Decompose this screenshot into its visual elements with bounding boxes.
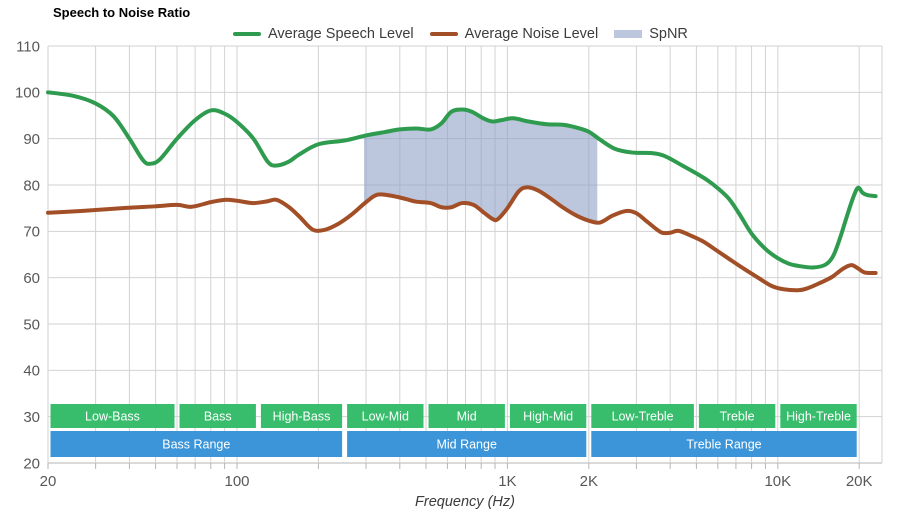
y-tick-label-30: 30 (23, 409, 40, 426)
range-mid-range (347, 431, 587, 457)
spnr-region (363, 109, 598, 223)
x-tick-label-10K: 10K (764, 473, 791, 490)
band-label-low-treble: Low-Treble (612, 410, 674, 424)
y-tick-label-70: 70 (23, 224, 40, 241)
band-high-mid (509, 404, 587, 428)
noise-line-swatch (429, 32, 458, 36)
band-bass (179, 404, 256, 428)
band-low-bass (50, 404, 175, 428)
y-tick-label-20: 20 (23, 455, 40, 472)
band-label-high-bass: High-Bass (273, 410, 331, 424)
band-label-high-treble: High-Treble (786, 410, 851, 424)
y-tick-label-80: 80 (23, 177, 40, 194)
y-tick-label-40: 40 (23, 363, 40, 380)
band-low-mid (347, 404, 424, 428)
band-label-treble: Treble (720, 410, 755, 424)
noise-level-line (46, 185, 878, 293)
y-tick-label-60: 60 (23, 270, 40, 287)
band-high-bass (260, 404, 343, 428)
range-treble-range (591, 431, 857, 457)
x-tick-label-100: 100 (224, 473, 249, 490)
spnr-fill-swatch (614, 30, 643, 38)
legend-item-noise[interactable]: Average Noise Level (429, 26, 599, 42)
band-label-mid: Mid (457, 410, 477, 424)
range-label-mid-range: Mid Range (436, 438, 496, 452)
range-label-bass-range: Bass Range (162, 438, 230, 452)
x-tick-label-1K: 1K (498, 473, 516, 490)
x-tick-label-20K: 20K (846, 473, 873, 490)
band-label-bass: Bass (204, 410, 232, 424)
legend: Average Speech Level Average Noise Level… (233, 26, 704, 42)
x-axis-label: Frequency (Hz) (415, 494, 515, 510)
legend-label-spnr: SpNR (649, 26, 688, 42)
legend-label-noise: Average Noise Level (464, 26, 599, 42)
legend-label-speech: Average Speech Level (268, 26, 414, 42)
band-low-treble (591, 404, 694, 428)
speech-line-swatch (233, 32, 261, 36)
speech-level-line (46, 90, 878, 270)
y-tick-label-50: 50 (23, 316, 40, 333)
band-label-high-mid: High-Mid (523, 410, 573, 424)
y-tick-label-90: 90 (23, 131, 40, 148)
x-tick-label-2K: 2K (580, 473, 598, 490)
y-tick-label-110: 110 (16, 38, 40, 55)
x-tick-label-20: 20 (40, 473, 57, 490)
y-tick-label-100: 100 (15, 85, 40, 102)
range-label-treble-range: Treble Range (686, 438, 761, 452)
chart-title: Speech to Noise Ratio (53, 5, 191, 20)
band-mid (428, 404, 505, 428)
range-bass-range (50, 431, 343, 457)
legend-item-spnr[interactable]: SpNR (614, 26, 688, 42)
band-high-treble (780, 404, 857, 428)
band-label-low-mid: Low-Mid (362, 410, 409, 424)
legend-item-speech[interactable]: Average Speech Level (233, 26, 414, 42)
band-treble (698, 404, 776, 428)
band-label-low-bass: Low-Bass (85, 410, 140, 424)
